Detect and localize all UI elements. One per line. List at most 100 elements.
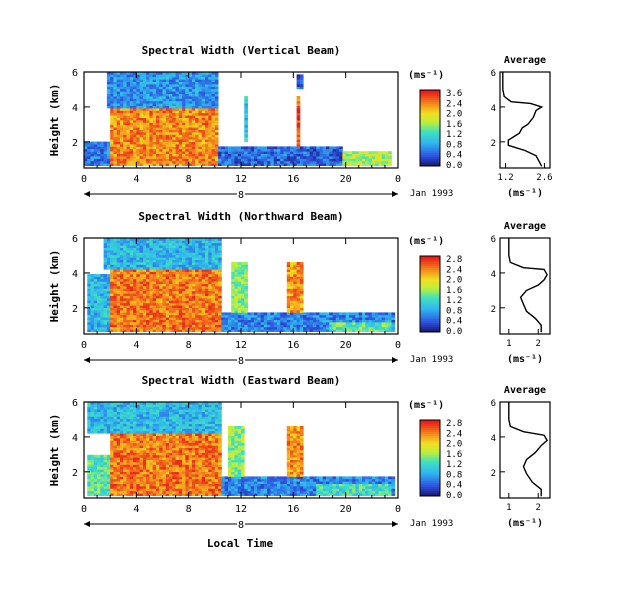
heat-cell (358, 151, 363, 154)
heat-cell (119, 115, 124, 118)
heat-cell (276, 163, 281, 166)
heat-cell (90, 454, 95, 458)
heat-cell (119, 423, 124, 427)
heat-cell (93, 454, 98, 458)
heat-cell (106, 293, 111, 296)
heat-cell (218, 254, 222, 258)
heat-cell (208, 160, 212, 164)
heat-cell (276, 326, 281, 330)
heat-cell (129, 108, 134, 111)
heat-cell (165, 105, 170, 109)
heat-cell (119, 310, 124, 313)
heat-cell (201, 151, 206, 154)
heat-cell (211, 264, 216, 268)
heat-cell (103, 488, 108, 492)
heat-cell (244, 122, 248, 126)
colorbar-cell (420, 105, 440, 108)
y-tick-label: 6 (72, 234, 78, 245)
heat-cell (113, 466, 118, 470)
heat-cell (290, 262, 294, 265)
y-tick-label: 6 (72, 68, 78, 79)
heat-cell (126, 462, 131, 465)
heat-cell (146, 86, 150, 90)
heat-cell (100, 486, 105, 489)
heat-cell (303, 314, 307, 318)
heat-cell (185, 105, 190, 109)
heat-cell (165, 158, 170, 162)
heat-cell (126, 163, 131, 166)
heat-cell (185, 307, 190, 311)
heat-cell (188, 276, 193, 280)
heat-cell (162, 148, 167, 152)
heat-cell (106, 430, 111, 434)
heat-cell (142, 324, 147, 328)
heat-cell (155, 274, 160, 277)
heat-cell (322, 326, 327, 330)
heat-cell (149, 146, 154, 150)
heat-cell (155, 324, 160, 328)
heat-cell (119, 247, 124, 251)
heat-cell (126, 428, 131, 432)
heat-cell (221, 151, 226, 154)
heat-cell (149, 464, 154, 468)
heat-cell (162, 322, 167, 325)
heat-cell (299, 305, 304, 308)
heat-cell (201, 158, 206, 162)
heat-cell (241, 322, 245, 325)
heat-cell (208, 310, 212, 313)
heat-cell (133, 445, 137, 448)
heat-cell (113, 252, 118, 256)
heat-cell (146, 276, 150, 280)
heat-cell (129, 120, 134, 123)
heat-cell (280, 317, 284, 320)
heat-cell (205, 136, 209, 140)
heat-cell (309, 146, 314, 150)
heat-cell (119, 418, 124, 422)
heat-cell (133, 462, 137, 465)
heat-cell (87, 300, 91, 304)
heat-cell (155, 127, 160, 130)
heat-cell (159, 305, 163, 308)
colorbar-cell (420, 110, 440, 114)
heat-cell (106, 163, 111, 166)
heat-cell (355, 319, 360, 323)
heat-cell (241, 329, 245, 332)
heat-cell (110, 486, 114, 489)
heat-cell (126, 452, 131, 456)
heat-cell (142, 100, 147, 104)
heat-cell (159, 257, 163, 260)
heat-cell (231, 295, 235, 299)
heat-cell (103, 406, 108, 410)
heat-cell (155, 136, 160, 140)
heat-cell (149, 490, 154, 494)
heat-cell (116, 139, 121, 142)
heat-cell (169, 322, 173, 325)
heat-cell (142, 245, 147, 248)
heat-cell (234, 317, 239, 320)
heat-cell (146, 281, 150, 284)
heat-cell (244, 117, 248, 121)
heat-cell (139, 406, 144, 410)
heat-cell (113, 264, 118, 268)
heat-cell (139, 478, 144, 482)
heat-cell (218, 286, 222, 289)
heat-cell (87, 305, 91, 308)
heat-cell (126, 474, 131, 477)
heat-cell (208, 84, 212, 87)
heat-cell (172, 314, 176, 318)
heat-cell (103, 160, 108, 164)
heat-cell (106, 314, 111, 318)
heat-cell (182, 281, 186, 284)
heat-cell (152, 141, 157, 145)
heat-cell (234, 302, 239, 306)
heat-cell (205, 305, 209, 308)
heat-cell (214, 290, 219, 294)
heat-cell (113, 283, 118, 287)
heat-cell (165, 115, 170, 118)
colorbar-cell (420, 124, 440, 127)
heat-cell (205, 300, 209, 304)
heat-cell (316, 312, 320, 316)
heat-cell (93, 310, 98, 313)
heat-cell (129, 98, 134, 102)
heat-cell (293, 146, 298, 150)
